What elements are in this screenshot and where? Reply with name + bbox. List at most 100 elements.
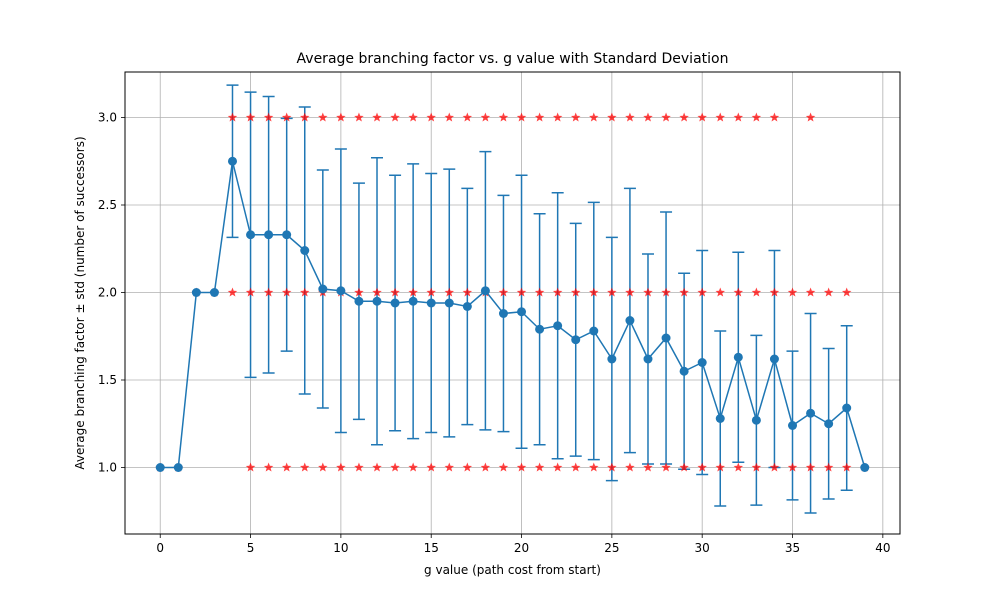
sample-star xyxy=(245,462,256,472)
mean-point xyxy=(517,307,527,317)
sample-star xyxy=(516,287,527,297)
sample-star xyxy=(751,462,762,472)
sample-star xyxy=(607,112,617,122)
sample-star xyxy=(480,112,491,122)
sample-star xyxy=(462,112,473,122)
sample-star xyxy=(570,287,581,297)
mean-point xyxy=(282,230,292,240)
mean-point xyxy=(643,354,653,364)
x-tick-label: 30 xyxy=(695,541,710,555)
sample-star xyxy=(534,462,545,472)
mean-point xyxy=(553,321,563,331)
sample-star xyxy=(462,462,473,472)
x-tick-label: 35 xyxy=(785,541,800,555)
mean-point xyxy=(589,326,599,336)
mean-point xyxy=(408,296,418,306)
sample-star xyxy=(372,287,382,297)
mean-point xyxy=(571,335,581,345)
sample-star xyxy=(408,287,418,297)
sample-star xyxy=(498,287,509,297)
sample-star xyxy=(426,112,436,122)
mean-point xyxy=(535,324,545,334)
sample-star xyxy=(263,112,274,122)
mean-point xyxy=(246,230,256,240)
mean-point xyxy=(462,302,472,311)
sample-star xyxy=(589,462,599,472)
sample-star xyxy=(643,112,653,122)
sample-star xyxy=(390,287,400,297)
sample-star xyxy=(643,462,653,472)
sample-star xyxy=(390,462,400,472)
sample-star xyxy=(769,462,780,472)
sample-star xyxy=(281,112,292,122)
mean-point xyxy=(191,288,201,297)
sample-star xyxy=(318,112,328,122)
sample-star xyxy=(498,462,509,472)
sample-star xyxy=(354,112,364,122)
x-tick-label: 25 xyxy=(604,541,619,555)
sample-star xyxy=(336,462,346,472)
sample-star xyxy=(390,112,400,122)
sample-markers xyxy=(155,112,870,472)
axis-ticks: 0 5 10 15 20 25 30 35 40 1.0 1.5 2.0 2.5 3.0 xyxy=(98,111,891,556)
mean-point xyxy=(480,286,490,296)
sample-star xyxy=(733,462,744,472)
sample-star xyxy=(227,112,238,122)
sample-star xyxy=(733,287,744,297)
sample-star xyxy=(516,462,527,472)
sample-star xyxy=(336,112,346,122)
sample-star xyxy=(354,287,364,297)
sample-star xyxy=(751,287,762,297)
x-tick-label: 20 xyxy=(514,541,529,555)
sample-star xyxy=(534,112,545,122)
sample-star xyxy=(841,287,852,297)
sample-star xyxy=(679,462,689,472)
sample-star xyxy=(715,462,726,472)
sample-star xyxy=(661,287,671,297)
sample-star xyxy=(552,462,563,472)
sample-star xyxy=(823,287,834,297)
sample-star xyxy=(625,112,635,122)
y-tick-label: 2.0 xyxy=(98,286,117,300)
sample-star xyxy=(570,112,581,122)
sample-star xyxy=(516,112,527,122)
sample-star xyxy=(444,462,455,472)
sample-star xyxy=(841,462,852,472)
sample-star xyxy=(408,462,418,472)
sample-star xyxy=(263,287,274,297)
mean-point xyxy=(842,403,852,413)
sample-star xyxy=(426,287,436,297)
y-axis-label: Average branching factor ± std (number o… xyxy=(73,136,87,469)
x-tick-label: 5 xyxy=(247,541,255,555)
plot-frame xyxy=(124,71,901,535)
sample-star xyxy=(643,287,653,297)
sample-star xyxy=(245,287,256,297)
sample-star xyxy=(805,112,816,122)
error-bars xyxy=(226,84,853,514)
mean-point xyxy=(769,354,779,364)
mean-point xyxy=(860,463,870,472)
sample-star xyxy=(625,462,635,472)
mean-point xyxy=(354,296,364,306)
sample-star xyxy=(318,462,328,472)
sample-star xyxy=(823,462,834,472)
mean-point xyxy=(733,352,743,362)
mean-point xyxy=(426,298,436,308)
mean-point xyxy=(318,284,328,294)
chart-title: Average branching factor vs. g value wit… xyxy=(297,51,729,67)
sample-star xyxy=(589,287,599,297)
sample-star xyxy=(408,112,418,122)
mean-point xyxy=(788,421,798,430)
sample-star xyxy=(697,287,707,297)
mean-point xyxy=(372,296,382,306)
mean-point xyxy=(173,463,183,472)
sample-star xyxy=(625,287,635,297)
sample-star xyxy=(715,287,726,297)
x-axis-label: g value (path cost from start) xyxy=(424,563,601,577)
mean-point xyxy=(625,316,635,325)
sample-star xyxy=(697,462,707,472)
sample-star xyxy=(263,462,274,472)
sample-star xyxy=(769,287,780,297)
sample-star xyxy=(462,287,473,297)
x-tick-label: 0 xyxy=(156,541,164,555)
